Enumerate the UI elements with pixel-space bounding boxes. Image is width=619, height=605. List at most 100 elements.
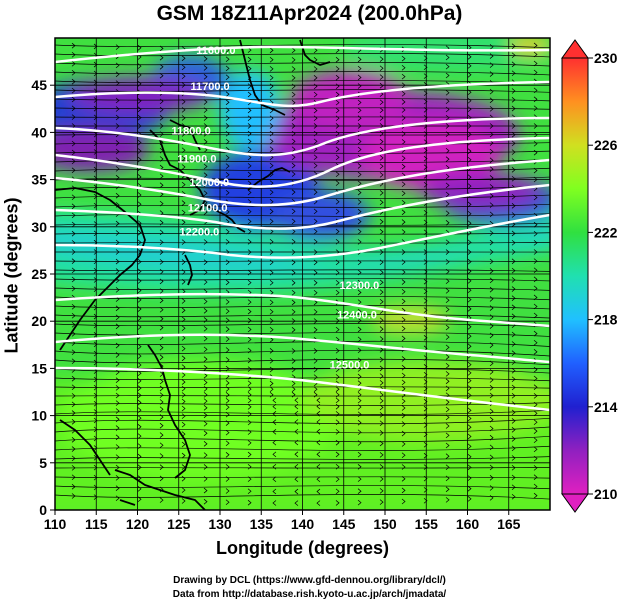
- wind-arrow: [489, 464, 494, 471]
- wind-arrow: [71, 331, 76, 337]
- wind-arrow: [357, 499, 362, 506]
- wind-arrow: [291, 107, 296, 114]
- x-tick-label: 160: [456, 516, 480, 532]
- wind-arrow: [357, 239, 362, 245]
- wind-arrow: [379, 430, 384, 436]
- wind-arrow: [401, 229, 406, 235]
- wind-arrow: [511, 140, 516, 147]
- wind-arrow: [489, 377, 494, 383]
- wind-arrow: [489, 434, 494, 441]
- wind-arrow: [247, 464, 252, 470]
- wind-arrow: [379, 229, 384, 235]
- wind-arrow: [335, 99, 340, 106]
- wind-arrow: [291, 138, 296, 145]
- wind-arrow: [137, 139, 142, 146]
- wind-arrow: [335, 357, 340, 364]
- wind-arrow: [181, 164, 186, 170]
- wind-arrow: [335, 476, 340, 482]
- wind-arrow: [357, 138, 362, 145]
- wind-arrow: [137, 258, 142, 265]
- wind-arrow: [115, 385, 120, 391]
- wind-arrow: [93, 123, 98, 129]
- wind-arrow: [313, 115, 318, 122]
- wind-arrow: [313, 238, 318, 245]
- wind-arrow: [467, 106, 472, 113]
- wind-arrow: [489, 425, 494, 432]
- streamline: [55, 332, 550, 337]
- wind-arrow: [357, 476, 362, 482]
- wind-arrow: [445, 432, 450, 439]
- wind-arrow: [511, 418, 516, 424]
- wind-arrow: [511, 105, 516, 112]
- wind-arrow: [335, 439, 340, 446]
- wind-arrow: [401, 452, 406, 459]
- wind-arrow: [511, 304, 516, 311]
- wind-arrow: [511, 131, 516, 138]
- wind-arrow: [423, 64, 428, 70]
- wind-arrow: [467, 63, 472, 69]
- wind-arrow: [467, 211, 472, 217]
- wind-arrow: [291, 327, 296, 333]
- wind-arrow: [247, 317, 252, 324]
- wind-arrow: [181, 345, 186, 352]
- wind-arrow: [489, 485, 494, 491]
- wind-arrow: [71, 114, 76, 120]
- wind-arrow: [489, 97, 494, 104]
- wind-arrow: [316, 403, 321, 410]
- wind-arrow: [445, 210, 450, 216]
- wind-arrow: [313, 75, 318, 81]
- wind-arrow: [489, 193, 494, 199]
- wind-arrow: [423, 335, 428, 341]
- wind-arrow: [225, 398, 230, 404]
- wind-arrow: [159, 64, 164, 70]
- wind-arrow: [467, 370, 472, 376]
- wind-arrow: [203, 56, 208, 62]
- wind-arrow: [137, 72, 142, 78]
- wind-arrow: [379, 249, 384, 255]
- wind-arrow: [93, 384, 98, 391]
- wind-arrow: [272, 500, 277, 506]
- colorbar-body: [561, 57, 589, 495]
- wind-arrow: [467, 268, 472, 275]
- wind-arrow: [159, 249, 164, 255]
- wind-arrow: [313, 374, 318, 380]
- wind-arrow: [445, 106, 450, 113]
- wind-arrow: [115, 258, 120, 265]
- wind-arrow: [511, 350, 516, 356]
- wind-arrow: [445, 464, 450, 470]
- wind-arrow: [247, 154, 252, 161]
- wind-arrow: [335, 171, 340, 178]
- streamline: [55, 116, 550, 118]
- wind-arrow: [247, 299, 252, 305]
- contour-label: 12300.0: [340, 280, 380, 292]
- wind-arrow: [225, 299, 230, 305]
- wind-arrow: [115, 114, 120, 121]
- streamline: [55, 133, 550, 136]
- wind-arrow: [489, 323, 494, 329]
- wind-arrow: [159, 288, 164, 294]
- wind-arrow: [313, 66, 318, 72]
- wind-arrow: [225, 476, 230, 482]
- wind-arrow: [511, 295, 516, 301]
- wind-arrow: [71, 249, 76, 255]
- wind-arrow: [71, 149, 76, 156]
- wind-arrow: [137, 415, 142, 421]
- wind-arrow: [291, 47, 296, 54]
- wind-arrow: [247, 366, 252, 372]
- wind-arrow: [269, 239, 274, 245]
- wind-arrow: [137, 343, 142, 350]
- wind-arrow: [357, 392, 362, 398]
- wind-arrow: [533, 123, 538, 129]
- wind-arrow: [294, 397, 299, 404]
- credit-data: Data from http://database.rish.kyoto-u.a…: [172, 589, 447, 600]
- wind-arrow: [467, 201, 472, 208]
- wind-arrow: [489, 157, 494, 164]
- wind-arrow: [115, 239, 120, 246]
- wind-arrow: [533, 312, 538, 319]
- wind-arrow: [511, 392, 516, 399]
- wind-arrow: [159, 306, 164, 313]
- wind-arrow: [313, 180, 318, 186]
- wind-arrow: [247, 488, 252, 495]
- wind-arrow: [533, 149, 538, 156]
- wind-arrow: [225, 91, 230, 97]
